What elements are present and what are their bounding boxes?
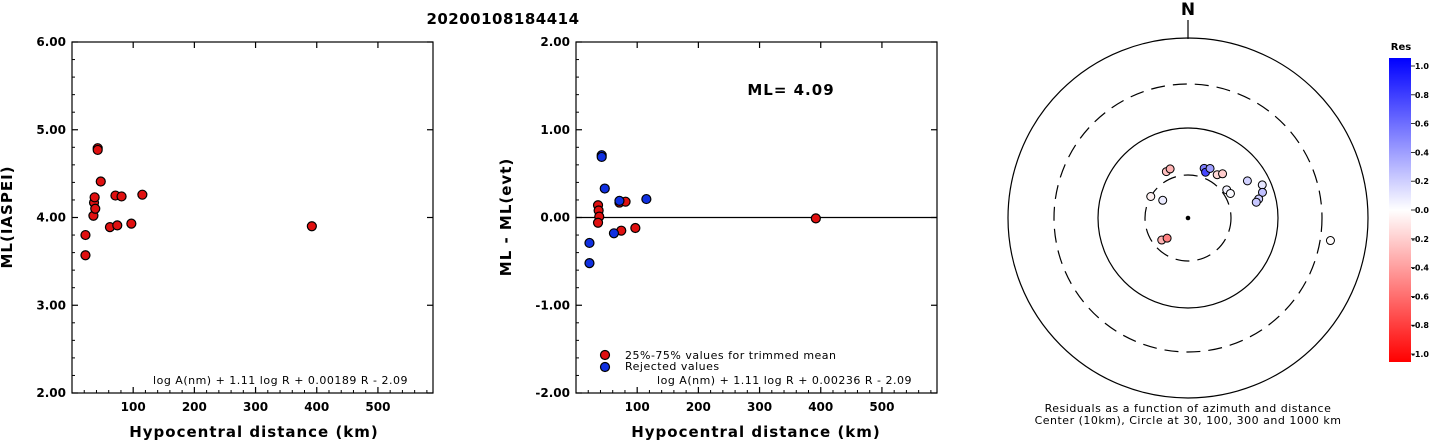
legend-label-trimmed: 25%-75% values for trimmed mean bbox=[625, 349, 837, 362]
polar-station-point bbox=[1257, 187, 1267, 197]
colorbar-tick-label: 1.0 bbox=[1415, 62, 1430, 71]
colorbar-tick-label: 0.2 bbox=[1415, 177, 1429, 186]
polar-caption-line1: Residuals as a function of azimuth and d… bbox=[1045, 402, 1332, 415]
polar-station-point bbox=[1205, 163, 1215, 173]
magnitude-y-axis-label: ML(IASPEI) bbox=[0, 165, 16, 268]
polar-caption-line2: Center (10km), Circle at 30, 100, 300 an… bbox=[1035, 414, 1342, 427]
polar-station-point bbox=[1165, 164, 1175, 174]
magnitude-data-point bbox=[306, 221, 317, 232]
residual-axis-ticks: 100 200 300 400 500 -2.00 -1.00 0.00 1.00 2.00 bbox=[535, 35, 937, 414]
residual-data-point bbox=[584, 258, 595, 269]
residual-x-tick-label: 200 bbox=[686, 400, 711, 414]
legend-marker-trimmed bbox=[599, 349, 611, 361]
magnitude-x-tick-label: 300 bbox=[243, 400, 268, 414]
colorbar-tick-label: -1.0 bbox=[1412, 350, 1430, 359]
residual-colorbar: Res 1.0 0.8 0.6 0.4 0.2 0.0 -0.2 -0.4 -0.6 -0.8 -1… bbox=[1389, 42, 1429, 362]
legend-label-rejected: Rejected values bbox=[625, 360, 720, 373]
colorbar-title: Res bbox=[1391, 42, 1411, 53]
residual-data-point bbox=[592, 217, 604, 228]
magnitude-axis-ticks: 100 200 300 400 500 2.00 3.00 4.00 5.00 6.00 bbox=[36, 35, 433, 414]
magnitude-formula: log A(nm) + 1.11 log R + 0.00189 R - 2.0… bbox=[153, 374, 408, 387]
ring-1000km bbox=[1007, 37, 1369, 399]
residual-data-point bbox=[614, 195, 625, 206]
magnitude-data-point bbox=[80, 250, 91, 261]
polar-panel: N Residuals as a function of azimuth and… bbox=[1007, 0, 1369, 427]
residual-x-tick-label: 300 bbox=[747, 400, 772, 414]
magnitude-x-tick-label: 400 bbox=[304, 400, 329, 414]
magnitude-x-axis-label: Hypocentral distance (km) bbox=[129, 423, 379, 441]
residual-y-tick-label: 2.00 bbox=[540, 35, 570, 49]
polar-station-point bbox=[1158, 195, 1168, 205]
residual-data-point bbox=[596, 151, 607, 163]
colorbar-tick-label: -0.6 bbox=[1412, 292, 1430, 301]
residual-points bbox=[584, 150, 821, 269]
colorbar-tick-label: 0.6 bbox=[1415, 120, 1430, 129]
residual-formula: log A(nm) + 1.11 log R + 0.00236 R - 2.0… bbox=[657, 374, 912, 387]
residual-y-tick-label: -1.00 bbox=[535, 298, 570, 312]
polar-station-point bbox=[1251, 197, 1261, 207]
residual-panel: 100 200 300 400 500 -2.00 -1.00 0.00 1.00 2.00 ML… bbox=[497, 35, 938, 441]
north-label: N bbox=[1181, 0, 1195, 20]
polar-station-point bbox=[1218, 169, 1228, 179]
residual-data-point bbox=[599, 183, 610, 194]
magnitude-data-point bbox=[95, 176, 106, 187]
legend-marker-rejected bbox=[599, 361, 611, 373]
magnitude-data-point bbox=[116, 191, 127, 202]
magnitude-points bbox=[80, 143, 317, 261]
magnitude-x-tick-label: 500 bbox=[365, 400, 390, 414]
colorbar-tick-label: 0.0 bbox=[1415, 206, 1430, 215]
magnitude-y-tick-label: 5.00 bbox=[36, 123, 66, 137]
ring-300km bbox=[1053, 83, 1323, 353]
residual-data-point bbox=[608, 228, 620, 239]
residual-x-tick-label: 100 bbox=[625, 400, 650, 414]
residual-y-axis-label: ML - ML(evt) bbox=[497, 158, 515, 276]
magnitude-x-tick-label: 200 bbox=[182, 400, 207, 414]
polar-station-point bbox=[1325, 236, 1335, 246]
magnitude-data-point bbox=[92, 144, 103, 156]
polar-station-point bbox=[1146, 192, 1156, 201]
polar-station-point bbox=[1242, 176, 1252, 186]
polar-station-point bbox=[1225, 188, 1235, 198]
colorbar-gradient bbox=[1389, 58, 1411, 362]
center-point bbox=[1185, 215, 1191, 221]
colorbar-ticks: 1.0 0.8 0.6 0.4 0.2 0.0 -0.2 -0.4 -0.6 -0.8 -1.0 bbox=[1411, 62, 1429, 359]
ring-100km bbox=[1097, 127, 1279, 309]
ring-30km bbox=[1144, 174, 1232, 262]
magnitude-plot-frame bbox=[71, 41, 434, 394]
magnitude-data-point bbox=[90, 203, 101, 214]
ml-annotation: ML= 4.09 bbox=[747, 81, 834, 99]
colorbar-tick-label: 0.8 bbox=[1415, 91, 1430, 100]
figure-title: 20200108184414 bbox=[426, 10, 579, 28]
residual-data-point bbox=[630, 222, 641, 234]
magnitude-data-point bbox=[89, 192, 100, 203]
colorbar-tick-label: -0.2 bbox=[1412, 235, 1430, 244]
magnitude-data-point bbox=[137, 189, 148, 200]
colorbar-tick-label: -0.4 bbox=[1412, 264, 1430, 273]
colorbar-tick-label: 0.4 bbox=[1415, 148, 1430, 157]
polar-station-point bbox=[1257, 180, 1267, 190]
magnitude-data-point bbox=[112, 220, 123, 231]
magnitude-y-tick-label: 3.00 bbox=[36, 298, 66, 312]
residual-y-tick-label: 1.00 bbox=[540, 123, 570, 137]
magnitude-y-tick-label: 4.00 bbox=[36, 211, 66, 225]
polar-points bbox=[1146, 163, 1335, 246]
residual-y-tick-label: -2.00 bbox=[535, 386, 570, 400]
residual-data-point bbox=[641, 193, 652, 205]
magnitude-y-tick-label: 2.00 bbox=[36, 386, 66, 400]
magnitude-data-point bbox=[126, 218, 137, 229]
magnitude-y-tick-label: 6.00 bbox=[36, 35, 66, 49]
residual-x-axis-label: Hypocentral distance (km) bbox=[631, 423, 881, 441]
magnitude-panel: 100 200 300 400 500 2.00 3.00 4.00 5.00 6.00 ML(I… bbox=[0, 35, 434, 441]
residual-data-point bbox=[584, 237, 595, 249]
polar-station-point bbox=[1162, 233, 1172, 243]
magnitude-x-tick-label: 100 bbox=[121, 400, 146, 414]
residual-x-tick-label: 400 bbox=[808, 400, 833, 414]
colorbar-tick-label: -0.8 bbox=[1412, 321, 1430, 330]
residual-y-tick-label: 0.00 bbox=[540, 211, 570, 225]
magnitude-data-point bbox=[80, 229, 91, 241]
residual-x-tick-label: 500 bbox=[869, 400, 894, 414]
residual-data-point bbox=[810, 213, 821, 224]
